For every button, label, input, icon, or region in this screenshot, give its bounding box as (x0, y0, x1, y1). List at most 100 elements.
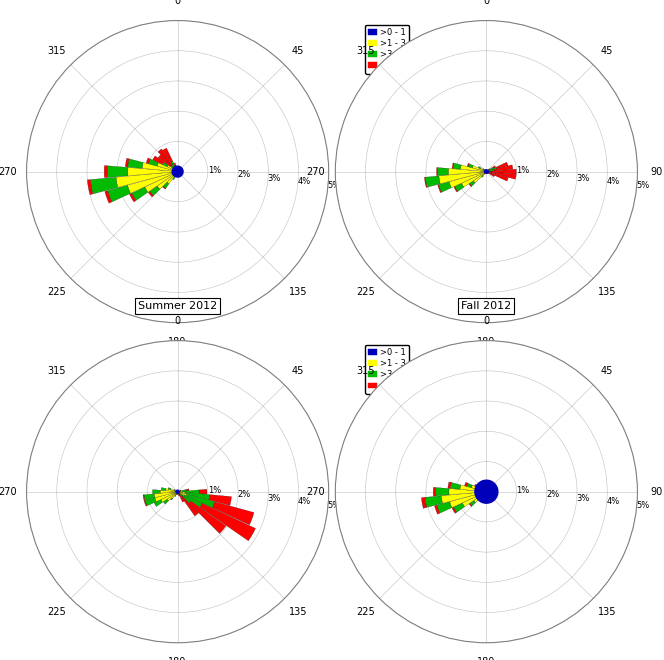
Bar (452, 507, 457, 513)
Bar (184, 495, 203, 507)
Bar (176, 170, 178, 172)
Bar (465, 482, 468, 486)
Bar (483, 168, 484, 170)
Bar (480, 168, 486, 172)
Bar (209, 494, 232, 506)
Bar (439, 182, 452, 192)
Bar (178, 492, 185, 496)
Bar (173, 177, 175, 180)
Bar (483, 488, 484, 490)
Bar (179, 494, 183, 498)
Bar (187, 489, 189, 491)
Bar (175, 492, 178, 496)
Bar (484, 492, 486, 493)
Bar (485, 490, 486, 492)
Bar (424, 178, 427, 187)
Polygon shape (485, 170, 488, 174)
Bar (492, 166, 495, 168)
Bar (181, 494, 191, 503)
Bar (496, 162, 508, 169)
Bar (494, 165, 513, 171)
Bar (436, 168, 438, 176)
Bar (163, 499, 169, 504)
Bar (486, 170, 489, 172)
Bar (144, 494, 155, 500)
Bar (143, 495, 145, 500)
Legend: >0 - 1, >1 - 3, >3 - 5, >5: >0 - 1, >1 - 3, >3 - 5, >5 (365, 345, 409, 394)
Bar (153, 490, 160, 494)
Bar (163, 182, 169, 188)
Bar (179, 490, 180, 492)
Bar (422, 498, 427, 508)
Legend: >0 - 1, >1 - 3, >3 - 5, >5: >0 - 1, >1 - 3, >3 - 5, >5 (365, 24, 409, 74)
Bar (104, 166, 108, 178)
Bar (154, 500, 163, 506)
Bar (474, 492, 486, 502)
Bar (178, 494, 179, 496)
Bar (116, 172, 173, 187)
Bar (157, 163, 176, 171)
Bar (171, 164, 176, 170)
Bar (153, 156, 164, 164)
Title: Fall 2012: Fall 2012 (461, 301, 511, 312)
Bar (469, 183, 472, 187)
Bar (448, 168, 485, 175)
Bar (485, 491, 486, 492)
Bar (171, 161, 177, 171)
Bar (165, 488, 178, 492)
Bar (187, 494, 214, 508)
Bar (462, 492, 485, 507)
Bar (167, 492, 177, 501)
Bar (161, 492, 177, 502)
Bar (474, 484, 479, 488)
Bar (442, 492, 484, 503)
Bar (486, 172, 508, 181)
Bar (489, 167, 497, 171)
Bar (161, 488, 166, 490)
Bar (177, 491, 178, 492)
Bar (487, 172, 516, 180)
Bar (200, 504, 256, 541)
Bar (461, 172, 485, 187)
Bar (178, 492, 179, 493)
Bar (488, 168, 493, 170)
Bar (460, 485, 485, 492)
Bar (480, 488, 486, 492)
Bar (485, 170, 486, 172)
Bar (127, 159, 143, 168)
Bar (437, 502, 452, 513)
Bar (485, 492, 486, 493)
Bar (484, 490, 486, 492)
Bar (438, 168, 448, 176)
Bar (425, 496, 442, 508)
Bar (469, 504, 472, 507)
Bar (468, 164, 473, 168)
Bar (146, 158, 150, 164)
Bar (175, 490, 178, 492)
Bar (185, 492, 210, 500)
Bar (107, 166, 128, 178)
Bar (180, 490, 187, 492)
Bar (178, 492, 185, 494)
Bar (489, 168, 490, 170)
Polygon shape (172, 166, 183, 177)
Bar (472, 166, 486, 172)
Bar (176, 174, 177, 176)
Bar (473, 172, 486, 183)
Bar (171, 498, 173, 500)
Bar (168, 488, 171, 490)
Bar (127, 172, 175, 193)
Bar (178, 491, 183, 492)
Bar (448, 482, 452, 488)
Bar (177, 172, 178, 173)
Bar (439, 172, 484, 183)
Bar (179, 495, 184, 502)
Bar (172, 492, 177, 498)
Bar (154, 492, 177, 498)
Bar (486, 172, 489, 174)
Bar (426, 176, 440, 187)
Polygon shape (475, 480, 498, 503)
Bar (160, 490, 178, 493)
Bar (450, 492, 484, 508)
Bar (173, 172, 178, 173)
